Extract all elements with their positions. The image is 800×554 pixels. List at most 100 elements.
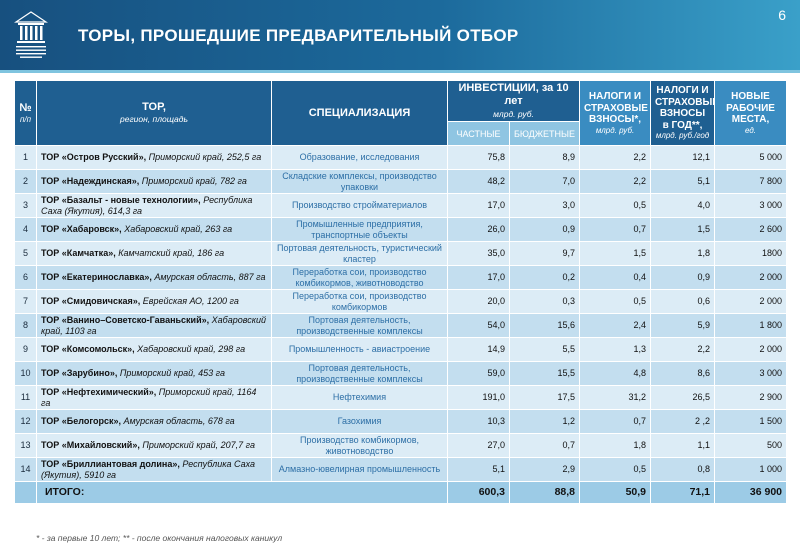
taxes-value: 31,2: [579, 385, 652, 410]
tor-name: ТОР «Белогорск», Амурская область, 678 г…: [36, 409, 272, 434]
budget-investment: 2,9: [508, 457, 581, 482]
budget-investment: 9,7: [508, 241, 581, 266]
table-row: 13 ТОР «Михайловский», Приморский край, 2…: [14, 433, 788, 458]
jobs-value: 3 000: [714, 193, 788, 218]
taxes-value: 2,4: [579, 313, 652, 338]
total-label: ИТОГО:: [36, 481, 448, 504]
tor-table: № п/п ТОР, регион, площадь СПЕЦИАЛИЗАЦИЯ И…: [14, 80, 788, 504]
table-row: 4 ТОР «Хабаровск», Хабаровский край, 263 …: [14, 217, 788, 242]
taxes-value: 0,7: [579, 217, 652, 242]
row-number: 9: [14, 337, 37, 362]
budget-investment: 7,0: [508, 169, 581, 194]
private-investment: 17,0: [447, 265, 510, 290]
table-row: 10 ТОР «Зарубино», Приморский край, 453 г…: [14, 361, 788, 386]
tor-region: Камчатский край, 186 га: [115, 248, 225, 259]
private-investment: 26,0: [447, 217, 510, 242]
private-investment: 10,3: [447, 409, 510, 434]
taxes-year-value: 0,6: [650, 289, 716, 314]
tor-name: ТОР «Ванино–Советско-Гаваньский», Хабаро…: [36, 313, 272, 338]
row-number: 2: [14, 169, 37, 194]
taxes-year-value: 5,1: [650, 169, 716, 194]
jobs-value: 5 000: [714, 145, 788, 170]
row-number: 14: [14, 457, 37, 482]
specialization: Промышленность - авиастроение: [271, 337, 448, 362]
private-investment: 54,0: [447, 313, 510, 338]
row-number: 3: [14, 193, 37, 218]
taxes-year-value: 26,5: [650, 385, 716, 410]
private-investment: 14,9: [447, 337, 510, 362]
tor-name: ТОР «Остров Русский», Приморский край, 2…: [36, 145, 272, 170]
tor-title: ТОР «Надеждинская»,: [41, 176, 140, 187]
specialization: Переработка сои, производство комбикормо…: [271, 289, 448, 314]
tor-region: Приморский край, 252,5 га: [146, 152, 262, 163]
tor-title: ТОР «Базальт - новые технологии»,: [41, 195, 201, 206]
header-num: № п/п: [14, 80, 37, 146]
tor-title: ТОР «Зарубино»,: [41, 368, 118, 379]
header-taxes: НАЛОГИ И СТРАХОВЫЕ ВЗНОСЫ*, млрд. руб.: [579, 80, 652, 146]
tor-name: ТОР «Базальт - новые технологии», Респуб…: [36, 193, 272, 218]
private-investment: 75,8: [447, 145, 510, 170]
header-specialization: СПЕЦИАЛИЗАЦИЯ: [271, 80, 448, 146]
specialization: Нефтехимия: [271, 385, 448, 410]
tor-title: ТОР «Ванино–Советско-Гаваньский»,: [41, 315, 210, 326]
tor-name: ТОР «Камчатка», Камчатский край, 186 га: [36, 241, 272, 266]
header-tor: ТОР, регион, площадь: [36, 80, 272, 146]
header-jobs: НОВЫЕ РАБОЧИЕ МЕСТА, ед.: [714, 80, 788, 146]
tor-region: Приморский край, 782 га: [139, 176, 247, 187]
total-private: 600,3: [447, 481, 510, 504]
tor-region: Хабаровский край, 1103 га: [41, 315, 266, 336]
tor-region: Амурская область, 887 га: [151, 272, 266, 283]
jobs-value: 3 000: [714, 361, 788, 386]
specialization: Переработка сои, производство комбикормо…: [271, 265, 448, 290]
budget-investment: 17,5: [508, 385, 581, 410]
taxes-value: 0,5: [579, 289, 652, 314]
row-number: 13: [14, 433, 37, 458]
budget-investment: 8,9: [508, 145, 581, 170]
jobs-value: 7 800: [714, 169, 788, 194]
taxes-year-value: 2 ,2: [650, 409, 716, 434]
specialization: Газохимия: [271, 409, 448, 434]
tor-name: ТОР «Смидовичская», Еврейская АО, 1200 г…: [36, 289, 272, 314]
tor-name: ТОР «Екатеринославка», Амурская область,…: [36, 265, 272, 290]
jobs-value: 2 600: [714, 217, 788, 242]
footnote: * - за первые 10 лет; ** - после окончан…: [36, 533, 283, 543]
total-num: [14, 481, 37, 504]
specialization: Портовая деятельность, производственные …: [271, 361, 448, 386]
private-investment: 17,0: [447, 193, 510, 218]
jobs-value: 1800: [714, 241, 788, 266]
table-row: 6 ТОР «Екатеринославка», Амурская область…: [14, 265, 788, 290]
row-number: 4: [14, 217, 37, 242]
tor-region: Республика Саха (Якутия), 614,3 га: [41, 195, 253, 216]
table-row: 8 ТОР «Ванино–Советско-Гаваньский», Хабар…: [14, 313, 788, 338]
taxes-year-value: 0,9: [650, 265, 716, 290]
tor-region: Еврейская АО, 1200 га: [140, 296, 239, 307]
table-row: 12 ТОР «Белогорск», Амурская область, 678…: [14, 409, 788, 434]
table-row: 5 ТОР «Камчатка», Камчатский край, 186 га…: [14, 241, 788, 266]
tor-name: ТОР «Надеждинская», Приморский край, 782…: [36, 169, 272, 194]
taxes-year-value: 4,0: [650, 193, 716, 218]
page-number: 6: [778, 7, 786, 23]
budget-investment: 5,5: [508, 337, 581, 362]
budget-investment: 1,2: [508, 409, 581, 434]
tor-title: ТОР «Бриллиантовая долина»,: [41, 459, 180, 470]
specialization: Алмазно-ювелирная промышленность: [271, 457, 448, 482]
row-number: 7: [14, 289, 37, 314]
total-taxes: 50,9: [579, 481, 652, 504]
taxes-value: 0,5: [579, 457, 652, 482]
private-investment: 5,1: [447, 457, 510, 482]
table-row: 14 ТОР «Бриллиантовая долина», Республика…: [14, 457, 788, 482]
table-body: 1 ТОР «Остров Русский», Приморский край, …: [14, 145, 788, 504]
tor-region: Хабаровский край, 263 га: [121, 224, 233, 235]
private-investment: 59,0: [447, 361, 510, 386]
tor-region: Амурская область, 678 га: [121, 416, 235, 427]
tor-title: ТОР «Остров Русский»,: [41, 152, 147, 163]
tor-name: ТОР «Бриллиантовая долина», Республика С…: [36, 457, 272, 482]
tor-name: ТОР «Михайловский», Приморский край, 207…: [36, 433, 272, 458]
jobs-value: 2 000: [714, 265, 788, 290]
taxes-year-value: 1,1: [650, 433, 716, 458]
taxes-value: 0,4: [579, 265, 652, 290]
specialization: Портовая деятельность, производственные …: [271, 313, 448, 338]
tor-region: Республика Саха (Якутия), 5910 га: [41, 459, 256, 480]
row-number: 10: [14, 361, 37, 386]
header-taxes-year: НАЛОГИ И СТРАХОВЫЕ ВЗНОСЫ в ГОД**, млрд. р…: [650, 80, 716, 146]
